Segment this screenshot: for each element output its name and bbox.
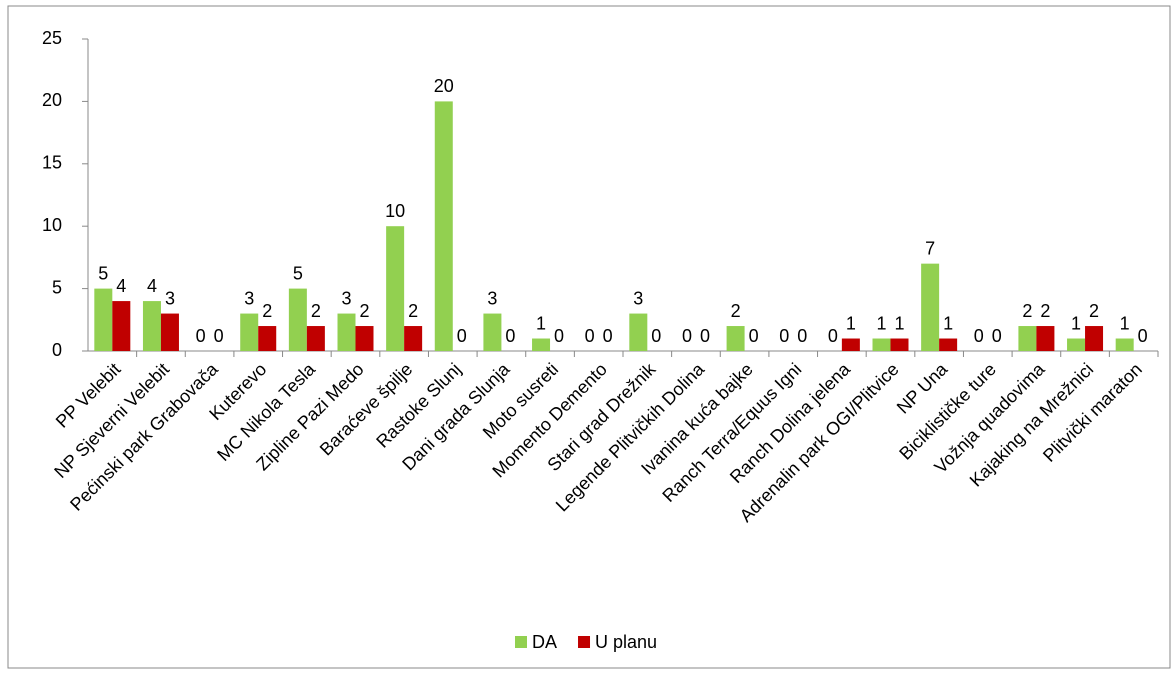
bar xyxy=(1036,326,1055,351)
data-label: 4 xyxy=(147,276,157,296)
data-label: 0 xyxy=(974,326,984,346)
bar xyxy=(434,101,453,352)
bar xyxy=(483,313,502,351)
data-label: 1 xyxy=(536,313,546,333)
data-label: 0 xyxy=(1138,326,1148,346)
bar xyxy=(258,326,277,351)
bar xyxy=(939,338,958,351)
bar xyxy=(112,301,131,351)
data-label: 3 xyxy=(244,288,254,308)
data-label: 2 xyxy=(311,301,321,321)
y-tick-label: 15 xyxy=(42,153,62,173)
bar xyxy=(532,338,551,351)
data-label: 0 xyxy=(505,326,515,346)
bar xyxy=(355,326,374,351)
bar xyxy=(1018,326,1037,351)
bar xyxy=(890,338,909,351)
data-label: 3 xyxy=(633,288,643,308)
data-label: 0 xyxy=(554,326,564,346)
bar xyxy=(1067,338,1086,351)
data-label: 0 xyxy=(779,326,789,346)
data-label: 3 xyxy=(487,288,497,308)
data-label: 1 xyxy=(846,313,856,333)
bar xyxy=(142,301,161,351)
data-label: 2 xyxy=(1022,301,1032,321)
data-label: 2 xyxy=(359,301,369,321)
data-label: 3 xyxy=(341,288,351,308)
data-label: 0 xyxy=(214,326,224,346)
bar xyxy=(629,313,648,351)
data-label: 0 xyxy=(196,326,206,346)
bar xyxy=(1115,338,1134,351)
data-label: 5 xyxy=(293,263,303,283)
data-label: 0 xyxy=(749,326,759,346)
bar xyxy=(726,326,745,351)
data-label: 1 xyxy=(943,313,953,333)
data-label: 3 xyxy=(165,288,175,308)
y-tick-label: 10 xyxy=(42,215,62,235)
data-label: 0 xyxy=(700,326,710,346)
bar xyxy=(404,326,423,351)
data-label: 7 xyxy=(925,238,935,258)
legend-label: DA xyxy=(532,632,557,652)
data-label: 0 xyxy=(457,326,467,346)
bar xyxy=(337,313,356,351)
data-label: 0 xyxy=(603,326,613,346)
data-label: 0 xyxy=(585,326,595,346)
bar xyxy=(160,313,179,351)
data-label: 0 xyxy=(797,326,807,346)
data-label: 2 xyxy=(262,301,272,321)
legend-label: U planu xyxy=(595,632,657,652)
data-label: 1 xyxy=(894,313,904,333)
data-label: 1 xyxy=(876,313,886,333)
data-label: 2 xyxy=(731,301,741,321)
data-label: 5 xyxy=(98,263,108,283)
bar xyxy=(872,338,891,351)
data-label: 1 xyxy=(1120,313,1130,333)
bar xyxy=(94,288,113,351)
y-tick-label: 20 xyxy=(42,90,62,110)
data-label: 1 xyxy=(1071,313,1081,333)
data-label: 10 xyxy=(385,201,405,221)
bar xyxy=(240,313,259,351)
data-label: 2 xyxy=(408,301,418,321)
bar xyxy=(288,288,307,351)
chart-frame xyxy=(7,5,1171,669)
data-label: 0 xyxy=(682,326,692,346)
y-tick-label: 25 xyxy=(42,28,62,48)
bar xyxy=(921,263,940,351)
data-label: 0 xyxy=(992,326,1002,346)
bar xyxy=(306,326,325,351)
data-label: 2 xyxy=(1040,301,1050,321)
data-label: 20 xyxy=(434,76,454,96)
data-label: 0 xyxy=(651,326,661,346)
data-label: 4 xyxy=(116,276,126,296)
data-label: 0 xyxy=(828,326,838,346)
y-tick-label: 0 xyxy=(52,340,62,360)
bar xyxy=(841,338,860,351)
data-label: 2 xyxy=(1089,301,1099,321)
legend-swatch xyxy=(578,636,591,648)
legend-swatch xyxy=(515,636,527,648)
bar xyxy=(386,226,405,351)
y-tick-label: 5 xyxy=(52,277,62,297)
bar xyxy=(1085,326,1104,351)
